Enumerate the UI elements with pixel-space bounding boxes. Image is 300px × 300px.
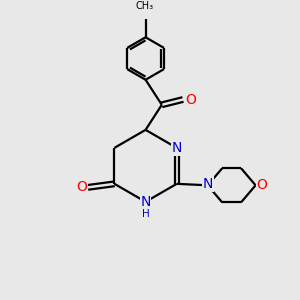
Text: N: N	[172, 141, 182, 155]
Text: O: O	[256, 178, 268, 192]
Text: H: H	[142, 209, 149, 219]
Text: O: O	[185, 92, 196, 106]
Text: N: N	[140, 195, 151, 209]
Text: O: O	[76, 180, 87, 194]
Text: CH₃: CH₃	[135, 1, 153, 11]
Text: N: N	[203, 177, 214, 191]
